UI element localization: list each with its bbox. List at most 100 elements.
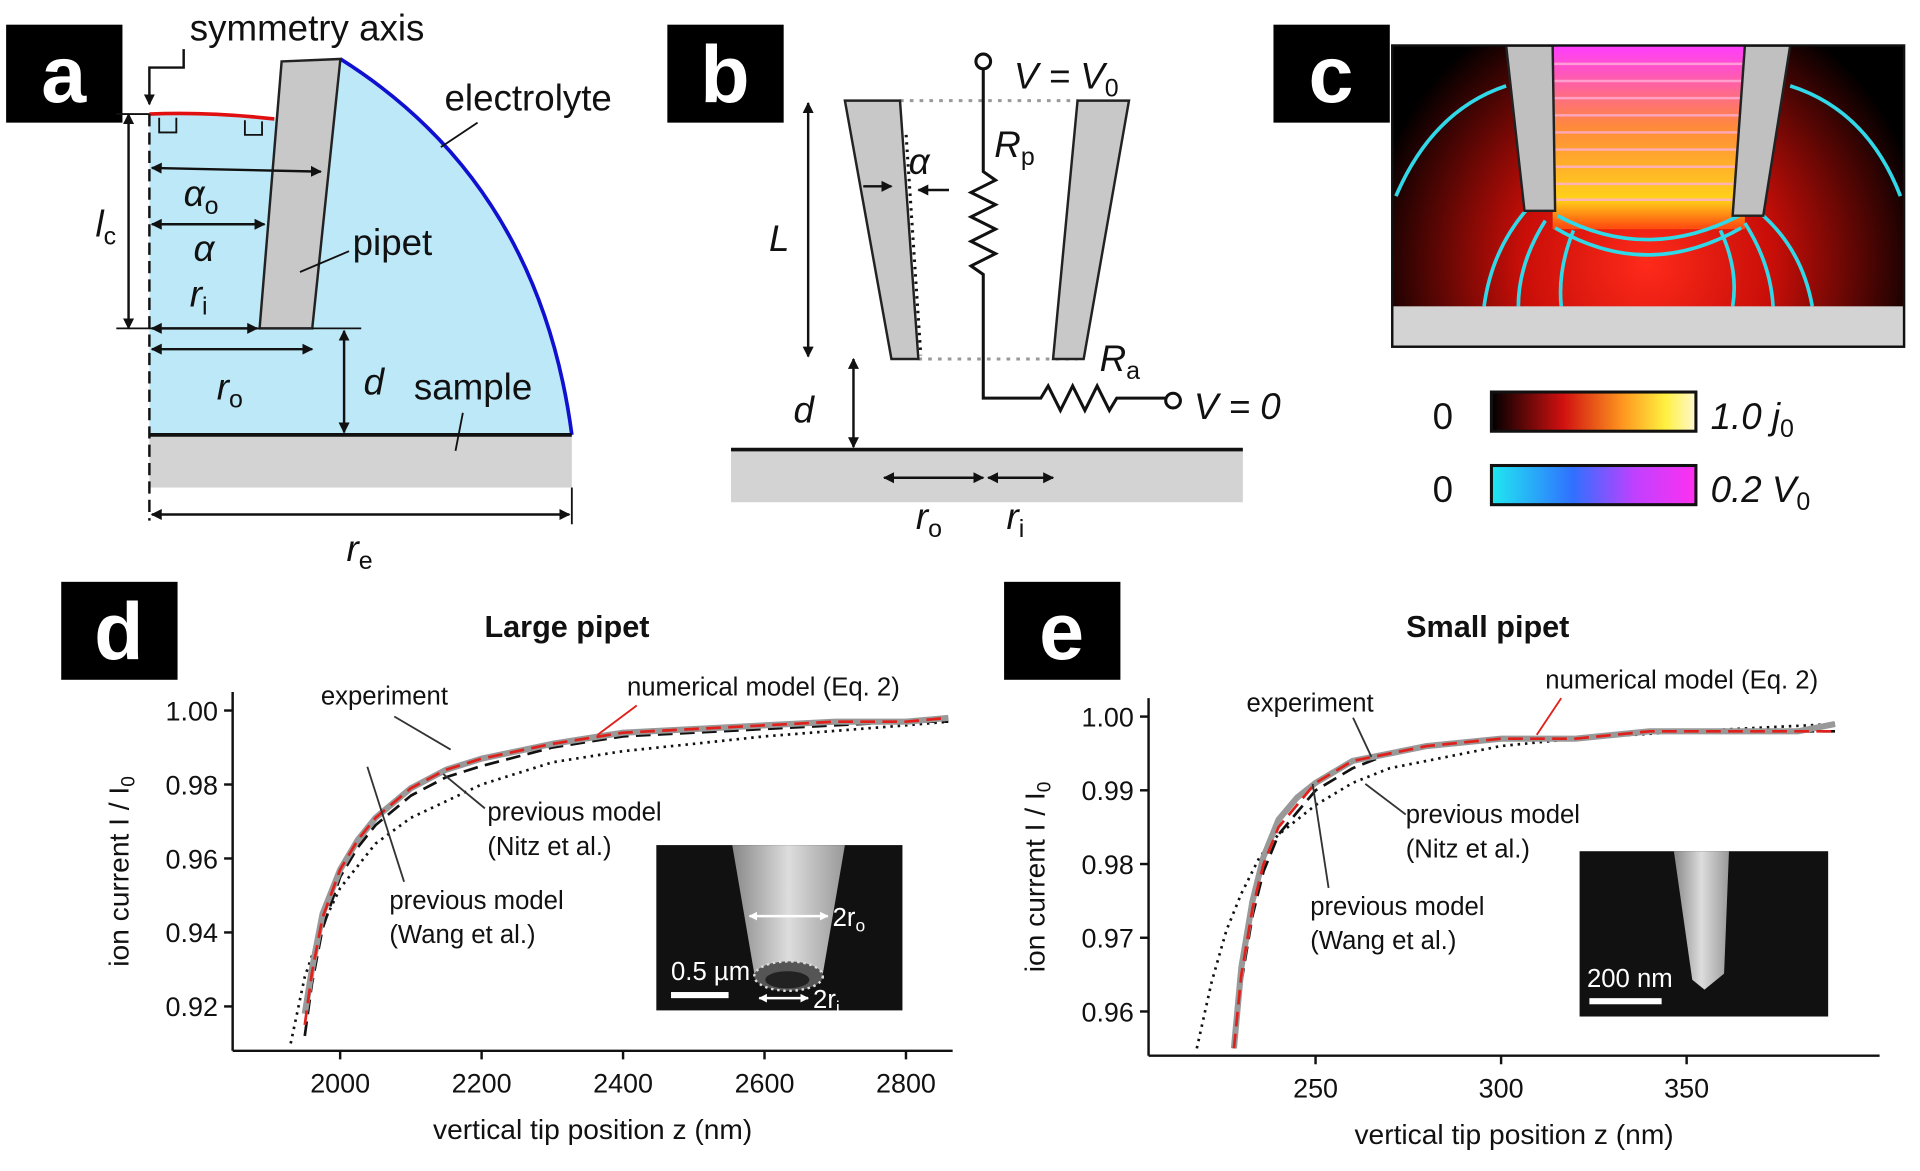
boundary-top xyxy=(149,111,275,121)
series-line xyxy=(1232,729,1836,1049)
label: lc xyxy=(96,204,117,251)
label: Rp xyxy=(994,124,1034,171)
label: ri xyxy=(190,273,208,320)
y-tick-label: 1.00 xyxy=(1081,702,1133,732)
series-line xyxy=(1232,729,1836,1049)
colorbar xyxy=(1489,463,1698,507)
annotation-leader xyxy=(597,704,638,736)
x-tick-label: 300 xyxy=(1479,1073,1524,1103)
label: electrolyte xyxy=(444,77,611,118)
sample-block xyxy=(149,434,572,488)
inset-label-main: 2r xyxy=(833,904,856,932)
y-tick-label: 1.00 xyxy=(166,696,218,726)
y-tick-label: 0.94 xyxy=(166,918,218,948)
colorbar-label: 0 xyxy=(1433,469,1453,510)
annotation: previous model xyxy=(487,799,661,827)
label: Ra xyxy=(1100,338,1141,385)
label: d xyxy=(364,361,386,402)
inset-label-main: 2r xyxy=(813,986,836,1014)
panel-b-art xyxy=(667,24,1243,503)
leader xyxy=(440,121,479,148)
label-main: r xyxy=(217,366,231,407)
sample-block xyxy=(731,449,1243,503)
image-frame xyxy=(1391,44,1906,348)
x-axis-title: vertical tip position z (nm) xyxy=(1354,1119,1673,1150)
label: symmetry axis xyxy=(190,8,425,49)
y-tick-label: 0.97 xyxy=(1081,924,1133,954)
series-line xyxy=(303,720,949,1037)
pipet-wall xyxy=(1051,99,1131,361)
panel-badge xyxy=(6,24,123,123)
y-tick-label: 0.96 xyxy=(166,844,218,874)
label-sub: o xyxy=(205,192,219,220)
label-sub: e xyxy=(359,547,373,575)
annotation-leader xyxy=(393,715,452,751)
label: α xyxy=(193,228,215,269)
label-sub: i xyxy=(1019,515,1025,543)
label-main: r xyxy=(916,496,930,537)
inset-tip xyxy=(765,971,810,989)
annotation: previous model xyxy=(1406,801,1580,829)
label-sub: c xyxy=(104,223,116,251)
terminal xyxy=(974,52,993,71)
chart-title: Large pipet xyxy=(484,610,649,644)
colorbar-label-sub: 0 xyxy=(1780,415,1794,443)
inset-label-sub: i xyxy=(836,998,840,1018)
y-axis-title: ion current I / I0 xyxy=(104,776,140,967)
panel-label: c xyxy=(1309,30,1354,120)
boundary-arc xyxy=(339,57,574,436)
label-main: R xyxy=(994,124,1021,165)
chart-title: Small pipet xyxy=(1406,610,1569,644)
label-sub: i xyxy=(202,292,208,320)
circuit xyxy=(967,68,1166,414)
label: re xyxy=(347,528,373,575)
y-tick-label: 0.96 xyxy=(1081,997,1133,1027)
panel-de-art xyxy=(61,581,1829,1017)
y-axis-title-sub: 0 xyxy=(119,776,140,787)
annotation-leader xyxy=(1535,697,1562,736)
x-axis-title: vertical tip position z (nm) xyxy=(433,1114,752,1145)
annotation-leader xyxy=(1311,783,1330,889)
panel-badge xyxy=(1273,24,1390,123)
panel-label: d xyxy=(94,587,143,677)
annotation: (Wang et al.) xyxy=(389,921,535,949)
y-axis-title: ion current I / I0 xyxy=(1019,782,1055,973)
guide xyxy=(904,134,923,356)
label: d xyxy=(793,390,815,431)
scale-bar xyxy=(1589,998,1662,1005)
label: α xyxy=(909,141,931,182)
annotation-leader xyxy=(442,773,486,810)
scale-bar-label: 0.5 µm xyxy=(671,958,750,986)
equipotentials xyxy=(1552,62,1745,202)
label-sub: p xyxy=(1021,143,1035,171)
sample-block xyxy=(1392,306,1905,347)
panel-label: b xyxy=(700,30,749,120)
panel-label: a xyxy=(41,30,87,120)
series-line xyxy=(303,716,949,1026)
dim-arrow xyxy=(150,162,322,177)
label: αo xyxy=(184,173,219,220)
label: L xyxy=(769,218,789,259)
panel-a-art xyxy=(6,24,574,525)
annotation-leader xyxy=(1352,717,1373,758)
x-tick-label: 2000 xyxy=(310,1068,370,1098)
pipet-wall xyxy=(843,99,920,361)
annotation: (Nitz et al.) xyxy=(487,833,611,861)
terminal xyxy=(1164,391,1182,410)
label: V = 0 xyxy=(1194,386,1281,427)
annotation: experiment xyxy=(1247,690,1374,718)
label-sub: a xyxy=(1126,357,1140,385)
panel-c-art xyxy=(1273,24,1906,507)
scale-bar-label: 200 nm xyxy=(1587,965,1673,993)
colorbar xyxy=(1489,390,1698,433)
y-tick-label: 0.98 xyxy=(1081,850,1133,880)
label: pipet xyxy=(353,222,433,263)
annotation: previous model xyxy=(1310,893,1484,921)
annotation: (Wang et al.) xyxy=(1310,927,1456,955)
colorbar-label: 0 xyxy=(1433,396,1453,437)
y-axis-title-main: ion current I / I xyxy=(1019,792,1050,972)
y-axis-title-sub: 0 xyxy=(1035,782,1056,793)
label-main: r xyxy=(1007,496,1021,537)
